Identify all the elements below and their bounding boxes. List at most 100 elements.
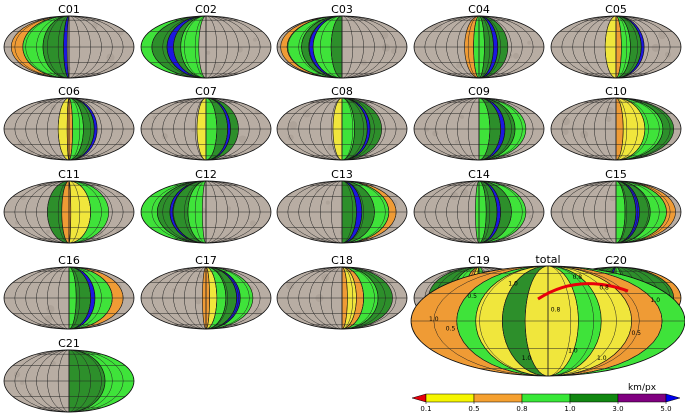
panel-label: C13 <box>331 168 353 181</box>
contour-label: 0.8 <box>599 284 609 291</box>
surface-texture <box>450 192 459 201</box>
surface-texture <box>238 135 247 144</box>
surface-texture <box>609 195 616 202</box>
graticule <box>551 180 681 244</box>
colorbar-segment <box>617 393 667 403</box>
colorbar-segment <box>569 393 619 403</box>
colorbar-segment <box>473 393 523 403</box>
graticule <box>414 180 544 244</box>
map-outline <box>3 97 135 161</box>
surface-texture <box>45 229 50 234</box>
panel-c08: C08 <box>276 85 408 161</box>
map-outline <box>550 15 682 79</box>
panel-c06: C06 <box>3 85 135 161</box>
surface-texture <box>252 37 257 42</box>
panel-label: C09 <box>468 85 490 98</box>
contour-label: 1.0 <box>597 355 607 362</box>
map-outline <box>3 266 135 330</box>
surface-texture <box>152 310 159 317</box>
graticule <box>277 97 407 161</box>
colorbar-unit-label: km/px <box>628 383 657 393</box>
graticule <box>551 15 681 79</box>
surface-texture <box>236 46 243 53</box>
graticule <box>4 266 134 330</box>
surface-texture <box>46 305 55 314</box>
panel-grid: C01 C02 C03 C04 C05 C06 C07 C08 C09 C10 C11 C12 C13 C… <box>3 3 682 413</box>
surface-texture <box>195 298 202 305</box>
surface-texture <box>528 215 533 220</box>
colorbar-max-arrow <box>665 393 681 403</box>
panel-c02: C02 <box>140 3 272 79</box>
map-outline <box>3 15 135 79</box>
panel-label: C20 <box>605 254 627 267</box>
surface-texture <box>286 281 295 290</box>
surface-texture <box>249 220 256 227</box>
map-outline <box>550 97 682 161</box>
surface-texture <box>20 380 25 385</box>
graticule <box>551 97 681 161</box>
panel-c13: C13 <box>276 168 408 244</box>
surface-texture <box>49 360 56 367</box>
graticule <box>277 266 407 330</box>
panel-label: C06 <box>58 85 80 98</box>
panel-c21: C21 <box>3 337 135 413</box>
surface-texture <box>435 354 442 361</box>
surface-texture <box>327 144 334 151</box>
surface-texture <box>117 29 124 36</box>
panel-c15: C15 <box>550 168 682 244</box>
colorbar-min-arrow <box>411 393 427 403</box>
total-map-title: total <box>535 253 560 266</box>
surface-texture <box>44 315 53 324</box>
contour-label: 0.8 <box>573 274 583 281</box>
surface-texture <box>527 40 532 45</box>
map-outline <box>3 180 135 244</box>
surface-texture <box>289 121 298 130</box>
map-outline <box>413 97 545 161</box>
map-outline <box>550 180 682 244</box>
panel-label: C05 <box>605 3 627 16</box>
graticule <box>414 97 544 161</box>
panel-label: C11 <box>58 168 80 181</box>
contour-label: 0.8 <box>551 306 561 313</box>
colorbar-tick-label: 0.5 <box>468 405 479 413</box>
panel-label: C16 <box>58 254 80 267</box>
contour-label: 0.5 <box>631 330 641 337</box>
panel-c05: C05 <box>550 3 682 79</box>
panel-label: C02 <box>195 3 217 16</box>
map-outline <box>276 97 408 161</box>
surface-texture <box>213 63 222 72</box>
graticule <box>4 15 134 79</box>
surface-texture <box>605 115 612 122</box>
surface-texture <box>321 273 330 282</box>
surface-texture <box>198 274 203 279</box>
surface-texture <box>106 53 115 62</box>
high-resolution-track <box>537 282 629 301</box>
surface-texture <box>561 117 570 126</box>
surface-texture <box>17 139 26 148</box>
colorbar-tick-label: 3.0 <box>612 405 623 413</box>
graticule <box>277 15 407 79</box>
surface-texture <box>226 206 231 211</box>
graticule <box>414 15 544 79</box>
surface-texture <box>177 106 182 111</box>
panel-c01: C01 <box>3 3 135 79</box>
surface-texture <box>238 27 243 32</box>
map-outline <box>140 266 272 330</box>
colorbar-tick-label: 0.1 <box>420 405 431 413</box>
surface-texture <box>20 194 27 201</box>
surface-texture <box>325 200 330 205</box>
graticule <box>141 266 271 330</box>
map-outline <box>140 180 272 244</box>
surface-texture <box>390 48 397 55</box>
surface-texture <box>432 130 439 137</box>
total-coverage-map: 0.5 0.5 0.5 1.0 1.0 1.0 1.0 0.8 0.8 1.0 0.8 1.0 tota… <box>410 253 685 377</box>
surface-texture <box>118 141 123 146</box>
surface-texture <box>425 127 430 132</box>
resolution-colorbar: km/px 0.1 0.5 0.8 1.0 3.0 5.0 <box>411 383 681 413</box>
surface-texture <box>574 27 581 34</box>
map-outline <box>413 180 545 244</box>
graticule <box>4 97 134 161</box>
surface-texture <box>512 52 519 59</box>
panel-label: C19 <box>468 254 490 267</box>
